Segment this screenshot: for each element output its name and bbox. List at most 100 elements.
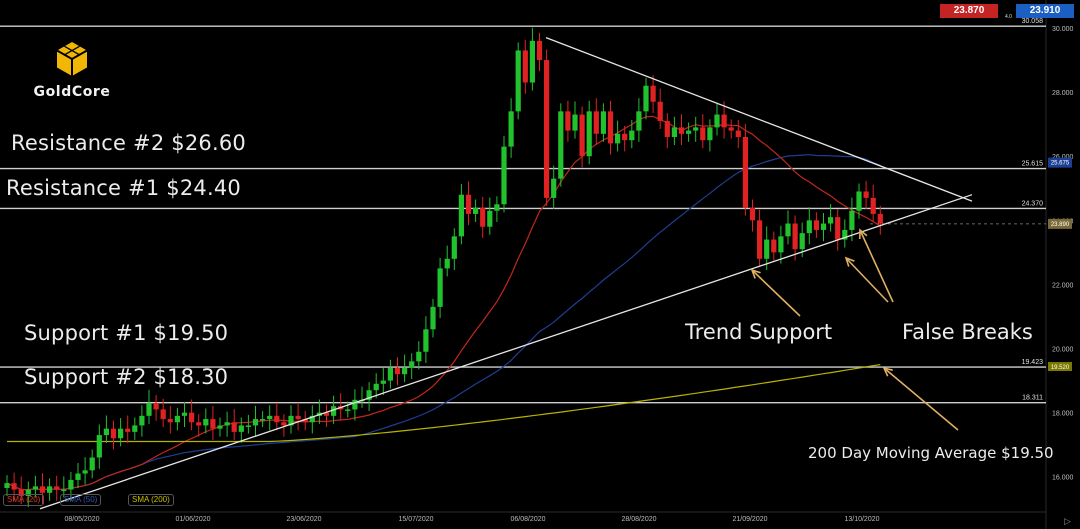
candle (444, 245, 450, 277)
candle-body (494, 204, 500, 211)
candle (629, 120, 635, 149)
candle-body (742, 136, 748, 208)
candle (863, 180, 869, 210)
candle (622, 125, 628, 152)
candle (245, 414, 251, 434)
candle-body (437, 268, 443, 307)
candle-body (465, 194, 472, 214)
level-label: 25.615 (1022, 161, 1044, 168)
candle-body (139, 415, 145, 426)
candle-body (451, 236, 457, 259)
candle (118, 418, 124, 447)
candle-body (331, 406, 337, 416)
candle-body (89, 457, 95, 471)
candle (813, 212, 819, 238)
y-tick-label: 18.000 (1052, 411, 1074, 418)
x-tick-label: 23/06/2020 (286, 516, 321, 523)
candle (174, 407, 180, 431)
sell-quote[interactable]: 23.870 (940, 4, 998, 18)
candle-body (39, 486, 46, 493)
candle-body (544, 60, 550, 198)
candle (103, 415, 109, 444)
candle-body (480, 207, 486, 227)
arrow-head (859, 228, 868, 240)
x-tick-label: 01/06/2020 (175, 516, 210, 523)
candle (82, 457, 88, 485)
candle (593, 98, 599, 146)
candle-body (877, 213, 883, 224)
candle-body (487, 210, 493, 227)
candle (515, 42, 521, 120)
candle-body (132, 425, 138, 432)
candle-body (252, 419, 259, 426)
candle (224, 411, 230, 437)
candle (806, 207, 812, 245)
arrow-shaft (859, 229, 894, 303)
candle (842, 219, 848, 248)
candle-body (799, 233, 805, 250)
candle-body (288, 415, 294, 426)
candle (764, 226, 770, 271)
sma200-line (7, 364, 881, 443)
candle (75, 462, 81, 488)
candle-body (579, 114, 585, 157)
candle-body (529, 40, 535, 83)
candle (501, 136, 507, 213)
x-tick-label: 15/07/2020 (398, 516, 433, 523)
candle-body (409, 361, 415, 368)
candle (757, 209, 763, 267)
candle-body (54, 486, 60, 490)
candle-body (607, 111, 614, 144)
candle (636, 98, 642, 142)
chart-grid (0, 0, 1047, 529)
trend-support-label: Trend Support (685, 320, 833, 344)
legend-sma20[interactable]: SMA (20) (3, 494, 45, 506)
candle (643, 77, 649, 120)
candle-body (224, 422, 230, 426)
candle (487, 197, 493, 235)
candle (551, 165, 557, 210)
candle-body (217, 425, 223, 429)
candle-body (402, 367, 408, 375)
moving-averages (6, 115, 881, 491)
candle (125, 415, 131, 444)
candle (139, 405, 145, 437)
candle-body (260, 419, 266, 421)
candle (281, 414, 287, 437)
candle (217, 417, 223, 437)
candle-body (103, 428, 109, 436)
false-breaks-label: False Breaks (902, 320, 1033, 344)
candle (607, 100, 614, 155)
legend-sma200[interactable]: SMA (200) (128, 494, 174, 506)
arrow-shaft (751, 269, 801, 317)
arrow-head (844, 256, 855, 267)
candle (693, 116, 699, 142)
candle-body (167, 419, 173, 423)
candle-body (870, 197, 876, 214)
candle-body (849, 210, 855, 230)
y-tick-label: 22.000 (1052, 282, 1074, 289)
level-label: 18.311 (1022, 395, 1043, 402)
y-tick-label: 28.000 (1052, 90, 1074, 97)
candle (785, 210, 791, 245)
candle (323, 404, 330, 428)
candle-body (47, 486, 53, 493)
candle (11, 472, 17, 501)
candle-body (394, 367, 401, 375)
candles (4, 27, 883, 508)
candle (39, 473, 46, 504)
candle (96, 424, 102, 469)
arrow-head (882, 366, 893, 377)
candle (778, 225, 784, 264)
candle-body (18, 489, 24, 496)
level-tag-box (1048, 362, 1072, 372)
candle (366, 382, 372, 412)
candle (536, 32, 543, 72)
ma200-arrow (882, 366, 959, 431)
buy-quote[interactable]: 23.910 (1016, 4, 1074, 18)
candle-body (721, 114, 727, 128)
legend-sma50[interactable]: SMA (50) (60, 494, 102, 506)
candle (146, 389, 152, 424)
candle (480, 196, 486, 238)
candle (68, 471, 74, 501)
